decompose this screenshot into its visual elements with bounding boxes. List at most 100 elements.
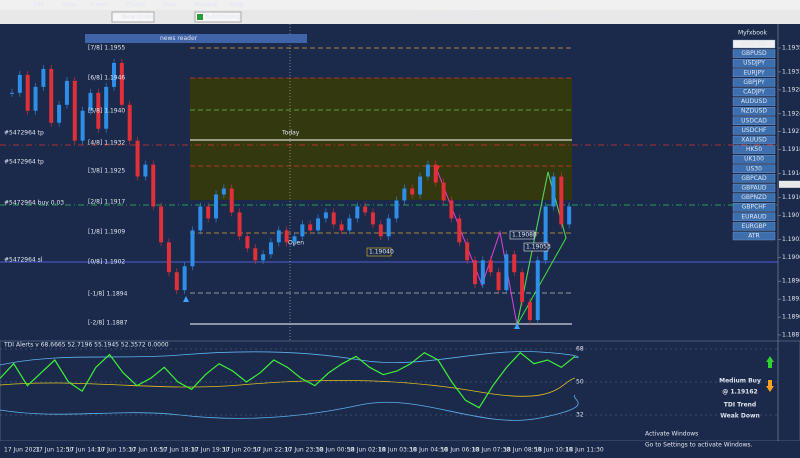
symbol-button[interactable] [732, 97, 776, 106]
candle [112, 62, 117, 87]
symbol-button[interactable] [732, 212, 776, 222]
button[interactable] [194, 11, 242, 23]
timeframe[interactable]: H4 [500, 14, 509, 21]
price-label: 1.19355 [782, 45, 800, 52]
menu-item[interactable]: Tools [161, 2, 177, 9]
tdi-trend: Weak Down [720, 413, 760, 420]
symbol-button[interactable] [732, 174, 776, 183]
tdi-signal-line [0, 377, 576, 397]
watermark: Go to Settings to activate Windows. [645, 442, 753, 449]
menu-item[interactable]: Insert [90, 2, 108, 9]
level-label: [6/8] 1.1946 [88, 75, 125, 82]
candle [480, 260, 485, 285]
candle [127, 104, 132, 141]
tdi-header: TDI Alerts v 68.6665 52.7196 55.1945 52.… [3, 342, 169, 349]
price-label: 1.19105 [782, 194, 800, 201]
price-label: 1.19215 [782, 128, 800, 135]
symbol-label[interactable]: AUDUSD [741, 98, 767, 105]
symbol-button[interactable] [732, 222, 776, 231]
open-label: Open [288, 240, 304, 247]
symbol-button[interactable] [732, 87, 776, 97]
symbol-label[interactable]: UK100 [744, 156, 764, 163]
current-price-box [779, 180, 800, 188]
tdi-band [0, 394, 579, 421]
candle [25, 74, 30, 111]
menu-item[interactable]: File [34, 2, 44, 9]
symbol-button[interactable] [732, 68, 776, 78]
symbol-label[interactable]: US30 [746, 165, 762, 172]
menu-bar [0, 0, 800, 10]
time-label: 18 Jun 07:30 [472, 447, 510, 454]
level-label: [0/8] 1.1902 [88, 259, 125, 266]
symbol-button[interactable] [732, 202, 776, 212]
symbol-label[interactable]: GBPJPY [743, 79, 765, 86]
symbol-button[interactable] [732, 193, 776, 202]
symbol-button[interactable] [732, 183, 776, 193]
level-label: [1/8] 1.1909 [88, 229, 125, 236]
symbol-label[interactable]: GBPUSD [741, 50, 767, 57]
symbol-label[interactable]: CADJPY [743, 89, 765, 96]
timeframe[interactable]: M30 [469, 14, 482, 21]
news-reader-bar[interactable] [85, 34, 307, 43]
time-label: 18 Jun 08:50 [503, 447, 541, 454]
level-label: [2/8] 1.1917 [88, 199, 125, 206]
timeframe[interactable]: H1 [484, 14, 493, 21]
candle [535, 260, 540, 321]
candle [433, 164, 438, 183]
symbol-label[interactable]: GBPAUD [741, 185, 766, 192]
symbol-button[interactable] [732, 135, 776, 145]
timeframe[interactable]: M1 [422, 14, 431, 21]
menu-item[interactable]: Help [230, 2, 244, 9]
symbol-label[interactable]: EURAUD [741, 213, 767, 220]
candle [96, 92, 101, 129]
symbol-label[interactable]: USDCAD [741, 117, 767, 124]
symbol-label[interactable]: HK50 [746, 146, 762, 153]
symbol-label[interactable]: USDCHF [742, 127, 768, 134]
symbol-button[interactable] [732, 78, 776, 87]
symbol-label[interactable]: EURUSD [741, 41, 767, 48]
candle [57, 104, 62, 123]
symbol-label[interactable]: GBPCAD [741, 175, 767, 182]
timeframe[interactable]: D1 [515, 14, 524, 21]
symbol-label[interactable]: GBPNZD [741, 194, 767, 201]
timeframe[interactable]: M15 [453, 14, 466, 21]
candle [551, 176, 556, 207]
candle [308, 224, 313, 231]
candle [410, 188, 415, 195]
symbol-button[interactable] [732, 59, 776, 68]
symbol-button[interactable] [732, 39, 776, 49]
symbol-button[interactable] [732, 231, 776, 241]
symbol-button[interactable] [732, 154, 776, 164]
symbol-button[interactable] [732, 106, 776, 116]
candle [41, 68, 46, 87]
symbol-button[interactable] [732, 116, 776, 126]
candle [386, 218, 391, 237]
level-label: [-1/8] 1.1894 [88, 291, 128, 298]
button-label[interactable]: New Order [122, 14, 155, 21]
symbol-label[interactable]: EURGBP [742, 223, 767, 230]
menu-item[interactable]: View [62, 2, 76, 9]
order-label: #5472964 buy 0.03 [4, 200, 64, 207]
timeframe[interactable]: W1 [531, 14, 541, 21]
menu-item[interactable]: Charts [126, 2, 146, 9]
candle [402, 188, 407, 201]
symbol-button[interactable] [732, 126, 776, 135]
button-label[interactable]: AutoTrading [205, 14, 241, 21]
symbol-label[interactable]: USDJPY [743, 60, 765, 67]
timeframe[interactable]: MN [546, 14, 556, 21]
symbol-label[interactable]: EURJPY [743, 69, 765, 76]
symbol-label[interactable]: XAUUSD [741, 137, 767, 144]
order-label: #5472964 tp [4, 130, 44, 137]
symbol-button[interactable] [732, 164, 776, 174]
symbol-label[interactable]: ATR [748, 233, 759, 240]
timeframe[interactable]: M5 [438, 14, 447, 21]
icon [197, 14, 203, 20]
symbol-button[interactable] [732, 145, 776, 154]
button[interactable] [111, 11, 155, 23]
candle [323, 212, 328, 219]
symbol-button[interactable] [732, 49, 776, 58]
symbol-label[interactable]: NZDUSD [741, 108, 767, 115]
symbol-label[interactable]: GBPCHF [742, 204, 767, 211]
menu-item[interactable]: Window [194, 2, 218, 9]
